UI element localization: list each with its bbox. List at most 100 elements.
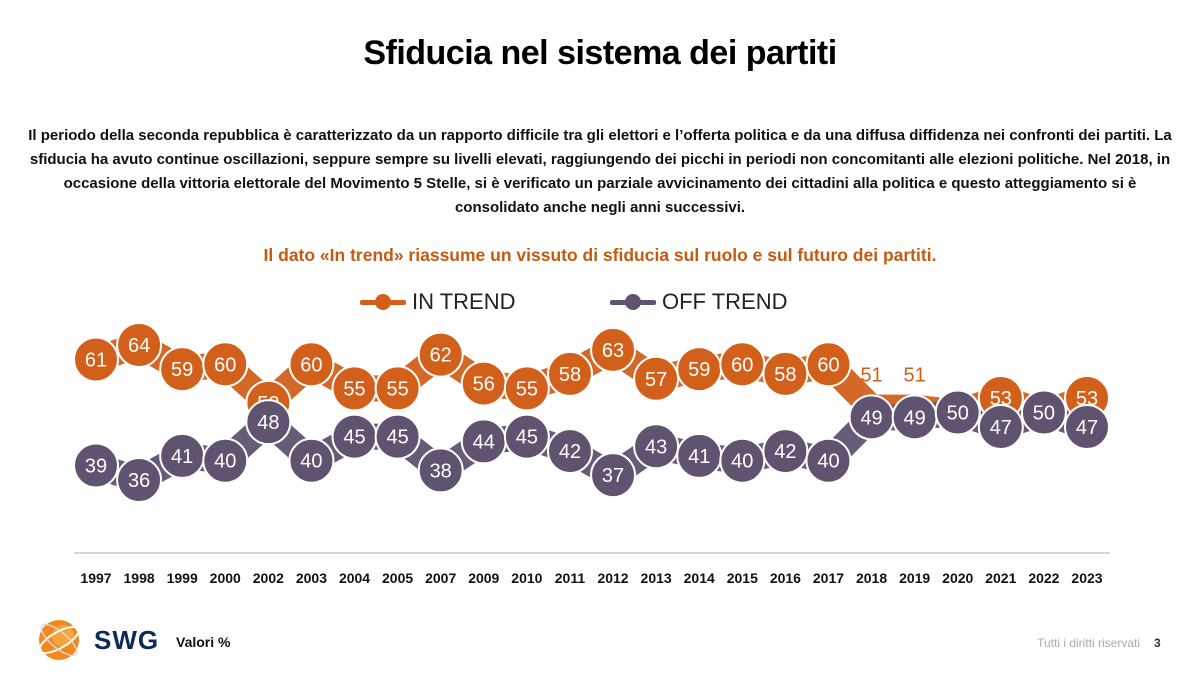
x-tick-label: 2003 [296,570,327,586]
in-trend-point [719,341,766,388]
in-trend-data-label: 58 [774,364,796,386]
x-tick-label: 2015 [727,570,758,586]
in-trend-data-label: 55 [516,378,538,400]
x-tick-label: 2004 [339,570,370,586]
off-trend-data-label: 41 [171,446,193,468]
x-tick-label: 2019 [899,570,930,586]
off-trend-point [116,457,163,503]
x-tick-label: 2013 [641,570,672,586]
in-trend-data-label: 51 [904,365,926,387]
in-trend-data-label: 51 [860,365,882,387]
legend-label: IN TREND [412,289,516,314]
in-trend-point [590,326,637,373]
in-trend-data-label: 60 [300,354,322,376]
legend-swatch-dot [375,294,391,310]
off-trend-data-label: 40 [300,451,322,473]
off-trend-data-label: 41 [688,446,710,468]
legend-label: OFF TREND [662,289,788,314]
in-trend-data-label: 55 [386,378,408,400]
in-trend-point [288,341,335,388]
in-trend-data-label: 57 [645,369,667,391]
in-trend-point [503,365,550,412]
off-trend-data-label: 40 [731,451,753,473]
in-trend-data-label: 60 [214,354,236,376]
off-trend-data-label: 47 [1076,417,1098,439]
in-trend-data-label: 61 [85,349,107,371]
in-trend-data-label: 62 [430,345,452,367]
x-tick-label: 2014 [684,570,715,586]
x-tick-label: 2012 [597,570,628,586]
in-trend-data-label: 56 [473,374,495,396]
in-trend-point [374,365,421,412]
off-trend-data-label: 37 [602,465,624,487]
off-trend-point [1064,403,1110,450]
page-title: Sfiducia nel sistema dei partiti [363,34,837,72]
x-tick-label: 2017 [813,570,844,586]
in-trend-point [546,350,593,397]
in-trend-point [805,341,852,388]
x-tick-label: 1998 [124,570,155,586]
off-trend-data-label: 36 [128,470,150,492]
chart-legend: IN TREND OFF TREND [360,288,840,316]
rights-notice: Tutti i diritti riservati [1037,636,1140,650]
x-tick-label: 2021 [985,570,1016,586]
off-trend-point [503,413,550,460]
off-trend-data-label: 42 [774,441,796,463]
in-trend-point [762,350,809,397]
off-trend-data-label: 45 [516,427,538,449]
legend-swatch-dot [625,294,641,310]
in-trend-point [633,355,680,402]
values-note: Valori % [176,634,231,650]
off-trend-data-label: 45 [386,427,408,449]
off-trend-point [288,437,335,484]
x-tick-label: 2022 [1028,570,1059,586]
in-trend-data-label: 53 [990,388,1012,410]
x-tick-label: 2018 [856,570,887,586]
in-trend-data-label: 58 [559,364,581,386]
x-tick-label: 2007 [425,570,456,586]
in-trend-data-label: 59 [171,359,193,381]
highlight-text: Il dato «In trend» riassume un vissuto d… [263,245,937,265]
off-trend-data-label: 42 [559,441,581,463]
in-trend-data-label: 60 [817,354,839,376]
off-trend-data-label: 43 [645,436,667,458]
page-number: 3 [1154,636,1161,650]
in-trend-data-label: 63 [602,340,624,362]
x-tick-label: 2002 [253,570,284,586]
x-tick-label: 2011 [555,570,586,586]
off-trend-point [546,428,593,475]
off-trend-data-label: 49 [860,407,882,429]
x-tick-label: 2010 [511,570,542,586]
off-trend-data-label: 47 [990,417,1012,439]
in-trend-point [417,331,464,378]
off-trend-point [633,423,680,470]
off-trend-data-label: 49 [904,407,926,429]
x-tick-label: 2000 [210,570,241,586]
x-tick-label: 2020 [942,570,973,586]
trend-chart: 1997 1998 1999 2000 2002 2003 2004 2005 2007 2009… [73,322,1110,586]
in-trend-data-label: 55 [343,378,365,400]
swg-logo: SWG [36,617,186,667]
off-trend-point [719,437,766,484]
intro-paragraph: Il periodo della seconda repubblica è ca… [28,127,1172,216]
in-trend-data-label: 64 [128,335,150,357]
x-tick-label: 2005 [382,570,413,586]
off-trend-data-label: 40 [817,451,839,473]
off-trend-data-label: 45 [343,427,365,449]
off-trend-point [374,413,421,460]
in-trend-point [202,341,249,388]
off-trend-point [934,389,981,436]
in-trend-data-label: 53 [1076,388,1098,410]
off-trend-data-label: 44 [473,431,495,453]
off-trend-point [1020,389,1067,436]
off-trend-point [590,452,637,499]
off-trend-data-label: 38 [430,460,452,482]
off-trend-point [417,447,464,494]
in-trend-data-label: 60 [731,354,753,376]
in-trend-point [73,336,119,383]
off-trend-data-label: 50 [947,403,969,425]
off-trend-point [73,442,119,489]
off-trend-data-label: 50 [1033,403,1055,425]
off-trend-data-label: 48 [257,412,279,434]
in-trend-point [116,322,163,368]
